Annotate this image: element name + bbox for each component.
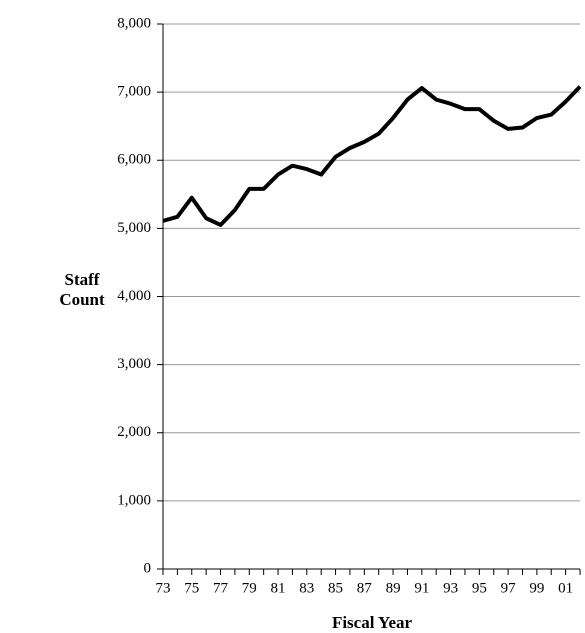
x-tick-label: 83 [299, 580, 314, 596]
y-tick-label: 8,000 [117, 15, 151, 31]
x-tick-label: 91 [414, 580, 429, 596]
x-tick-label: 01 [558, 580, 573, 596]
x-tick-label: 79 [242, 580, 257, 596]
x-tick-label: 81 [271, 580, 286, 596]
x-tick-label: 77 [213, 580, 229, 596]
x-tick-label: 75 [184, 580, 199, 596]
y-tick-label: 6,000 [117, 152, 151, 168]
x-tick-label: 93 [443, 580, 458, 596]
x-tick-label: 95 [472, 580, 487, 596]
x-tick-label: 99 [529, 580, 544, 596]
x-tick-label: 73 [156, 580, 171, 596]
x-tick-label: 89 [386, 580, 401, 596]
y-tick-label: 0 [144, 560, 152, 576]
y-tick-label: 1,000 [117, 492, 151, 508]
x-tick-label: 87 [357, 580, 373, 596]
line [162, 85, 582, 227]
y-tick-label: 4,000 [117, 288, 151, 304]
y-tick-label: 3,000 [117, 356, 151, 372]
y-tick-label: 7,000 [117, 84, 151, 100]
x-tick-label: 97 [501, 580, 517, 596]
x-axis-title: Fiscal Year [332, 613, 413, 632]
y-axis-title: Staff Count [59, 270, 105, 309]
x-tick-label: 85 [328, 580, 343, 596]
y-tick-label: 5,000 [117, 220, 151, 236]
y-tick-label: 2,000 [117, 424, 151, 440]
